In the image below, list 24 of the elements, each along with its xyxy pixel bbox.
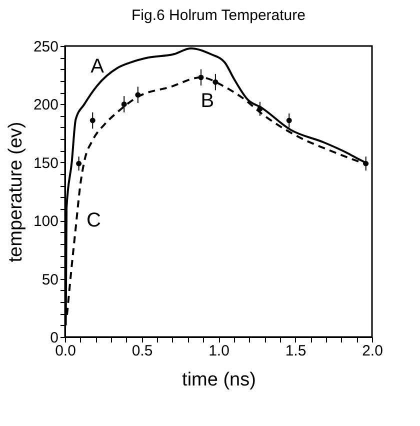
point <box>76 160 82 166</box>
point <box>286 118 292 124</box>
annotation: B <box>200 90 214 112</box>
x-tick-label: 2.0 <box>362 342 383 360</box>
y-tick-label: 200 <box>33 96 58 114</box>
x-tick-label: 0.5 <box>132 342 153 360</box>
y-tick-label: 150 <box>33 154 58 172</box>
point <box>135 92 141 98</box>
y-tick-label: 100 <box>33 213 58 230</box>
annotation: A <box>90 56 105 78</box>
x-axis-title: time (ns) <box>182 370 256 390</box>
point <box>121 101 127 107</box>
annotation: C <box>86 210 101 232</box>
x-tick-label: 1.5 <box>285 342 306 360</box>
point <box>90 118 96 124</box>
y-tick-label: 250 <box>33 38 58 56</box>
x-tick-label: 1.0 <box>208 342 230 360</box>
point <box>212 79 218 85</box>
point <box>257 106 263 112</box>
chart-title: Fig.6 Holrum Temperature <box>132 7 306 24</box>
point <box>198 74 204 80</box>
y-axis-title: temperature (ev) <box>5 122 26 262</box>
point <box>363 160 369 166</box>
y-tick-label: 50 <box>42 271 58 288</box>
